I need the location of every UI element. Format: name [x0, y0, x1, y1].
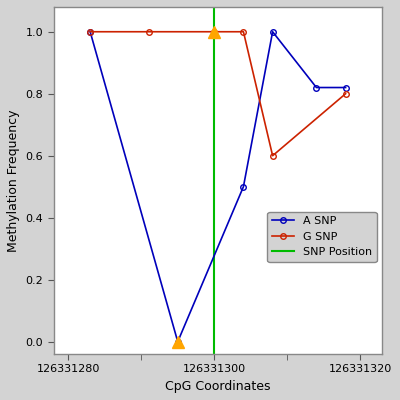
- Y-axis label: Methylation Frequency: Methylation Frequency: [7, 109, 20, 252]
- A SNP: [175, 339, 180, 344]
- G SNP: [343, 91, 348, 96]
- G SNP: [88, 29, 92, 34]
- X-axis label: CpG Coordinates: CpG Coordinates: [165, 380, 271, 393]
- Legend: A SNP, G SNP, SNP Position: A SNP, G SNP, SNP Position: [268, 212, 376, 262]
- G SNP: [212, 29, 217, 34]
- G SNP: [241, 29, 246, 34]
- G SNP: [270, 153, 275, 158]
- A SNP: [314, 85, 319, 90]
- Line: G SNP: G SNP: [87, 29, 348, 158]
- G SNP: [146, 29, 151, 34]
- A SNP: [241, 184, 246, 189]
- A SNP: [88, 29, 92, 34]
- A SNP: [270, 29, 275, 34]
- Line: A SNP: A SNP: [87, 29, 348, 344]
- A SNP: [343, 85, 348, 90]
